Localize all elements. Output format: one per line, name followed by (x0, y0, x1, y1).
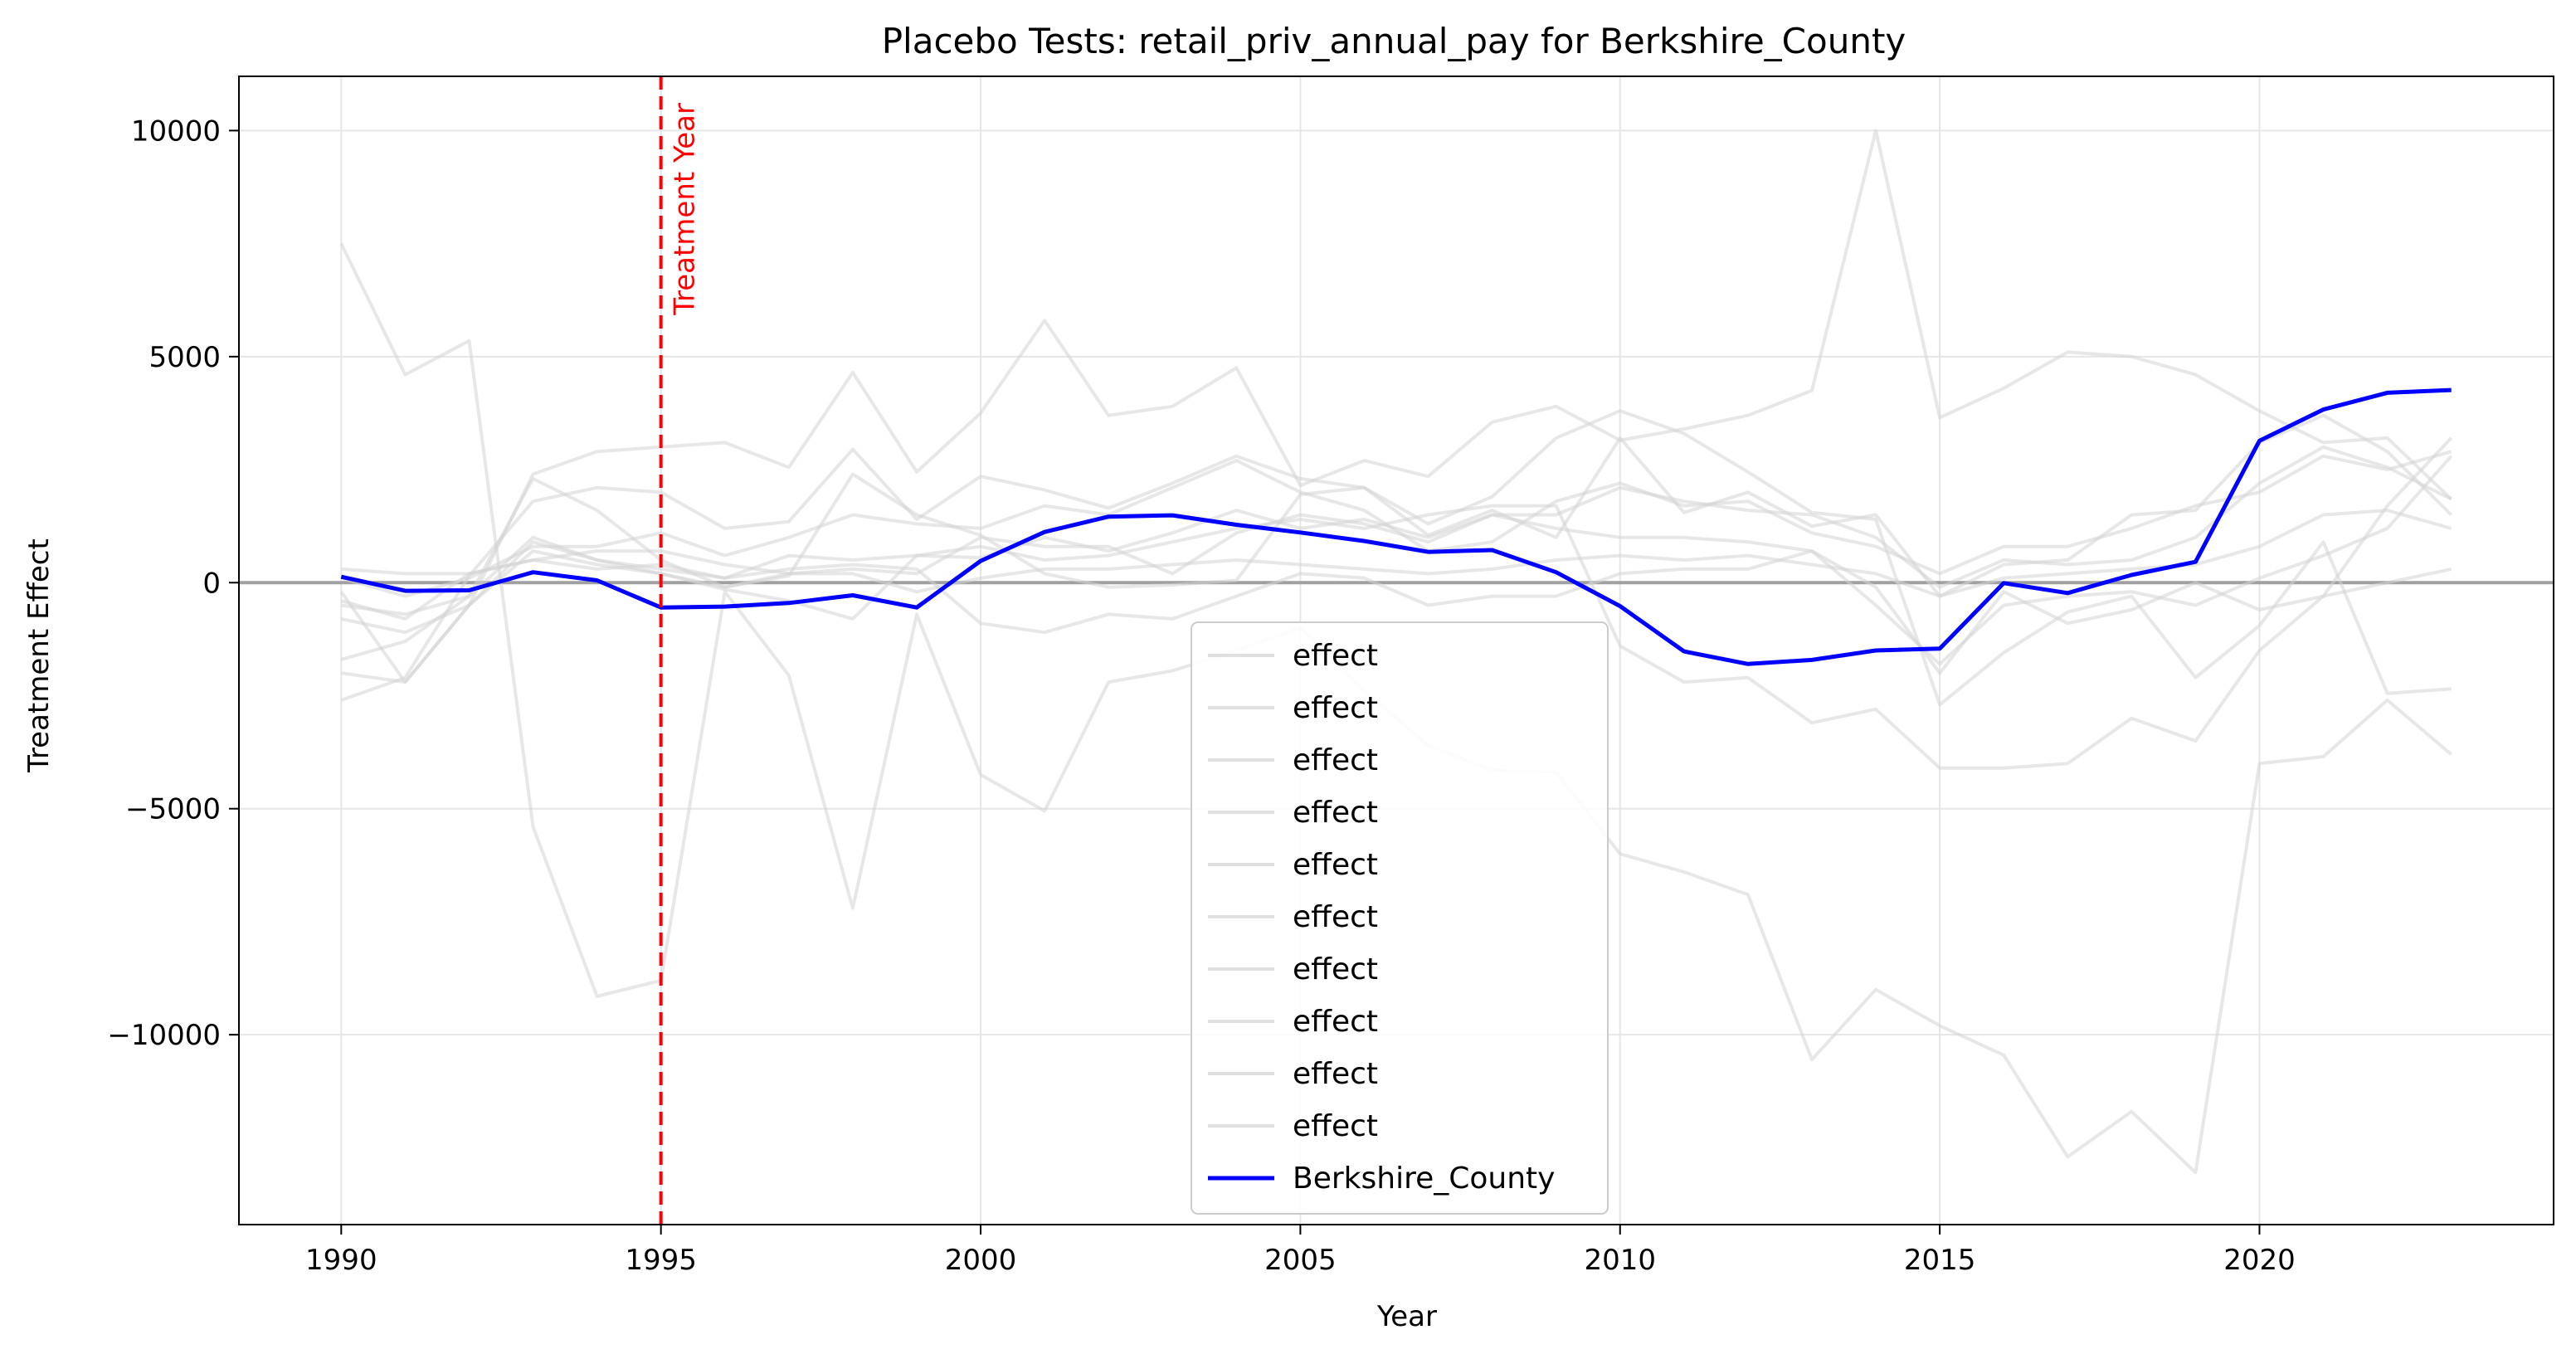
chart-title: Placebo Tests: retail_priv_annual_pay fo… (882, 21, 1906, 61)
legend-label: effect (1293, 1057, 1378, 1091)
legend-label: effect (1293, 743, 1378, 777)
x-tick-label: 1995 (625, 1244, 697, 1277)
legend-label: Berkshire_County (1293, 1162, 1555, 1196)
legend-label: effect (1293, 848, 1378, 882)
x-tick-label: 2000 (945, 1244, 1017, 1277)
y-tick-label: 10000 (131, 114, 221, 148)
x-axis-title: Year (1376, 1300, 1437, 1333)
legend-label: effect (1293, 639, 1378, 673)
x-axis-ticks: 1990 1995 2000 2005 2010 2015 2020 (305, 1225, 2296, 1277)
series-line-berkshire-county (340, 387, 2452, 666)
series-line-placebo-7 (340, 455, 2453, 666)
legend-label: effect (1293, 900, 1378, 934)
legend-label: effect (1293, 1005, 1378, 1039)
treatment-line-layer: Treatment Year (659, 76, 702, 1225)
legend-label: effect (1293, 1109, 1378, 1143)
legend-label: effect (1293, 796, 1378, 830)
x-tick-label: 2020 (2223, 1244, 2296, 1277)
x-tick-label: 2005 (1264, 1244, 1337, 1277)
series-line-placebo-10 (340, 436, 2453, 770)
y-tick-label: 5000 (149, 341, 221, 374)
x-tick-label: 1990 (305, 1244, 377, 1277)
y-axis-ticks: −10000 −5000 0 5000 10000 (107, 114, 239, 1052)
x-tick-label: 2015 (1904, 1244, 1976, 1277)
treatment-year-label: Treatment Year (669, 103, 702, 316)
series-line-placebo-9 (341, 513, 2452, 684)
plot-frame (238, 76, 2554, 1225)
legend: effect effect effect effect effect effect effe… (1191, 621, 1609, 1215)
x-tick-label: 2010 (1584, 1244, 1656, 1277)
series-line-placebo-6 (340, 450, 2452, 598)
y-tick-label: −5000 (125, 793, 221, 826)
y-tick-label: 0 (202, 567, 221, 600)
legend-label: effect (1293, 952, 1378, 986)
legend-box (1191, 621, 1609, 1215)
y-tick-label: −10000 (107, 1019, 221, 1052)
y-axis-title: Treatment Effect (22, 538, 56, 773)
series-line-placebo-8 (341, 509, 2452, 598)
series-line-placebo-3 (340, 409, 2452, 707)
series-line-placebo-2 (339, 129, 2453, 684)
legend-label: effect (1293, 691, 1378, 725)
